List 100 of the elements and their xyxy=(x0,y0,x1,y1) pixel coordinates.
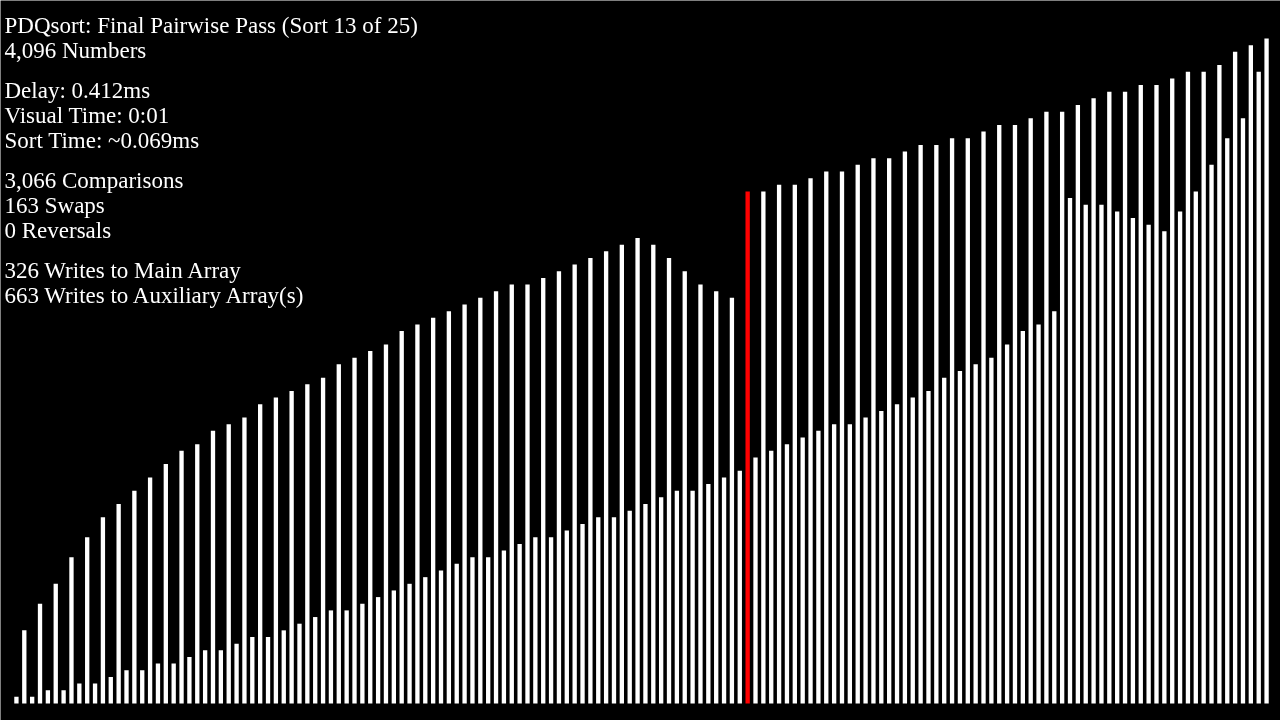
bar xyxy=(745,191,750,704)
bar xyxy=(1170,78,1175,704)
bar xyxy=(273,397,279,704)
bar xyxy=(831,424,837,704)
bar xyxy=(391,590,396,704)
bar xyxy=(1052,311,1057,704)
bar xyxy=(328,610,334,704)
bar xyxy=(556,271,562,704)
bar xyxy=(910,397,915,704)
annotation: Delay: 0.412ms xyxy=(4,77,151,103)
bar xyxy=(423,577,428,704)
bar xyxy=(116,504,121,704)
bar xyxy=(816,430,821,704)
bar xyxy=(981,131,986,704)
bar xyxy=(541,277,546,704)
bar xyxy=(1044,111,1049,704)
bar xyxy=(949,138,955,704)
bar xyxy=(533,537,538,704)
bar xyxy=(61,690,66,704)
bar xyxy=(313,617,318,704)
bar xyxy=(698,284,703,704)
bar xyxy=(486,557,491,704)
bar xyxy=(643,504,648,704)
bar xyxy=(250,637,255,704)
bar xyxy=(596,517,601,704)
bar xyxy=(430,317,436,704)
bar xyxy=(753,457,758,704)
bar xyxy=(1099,204,1104,704)
bar xyxy=(942,377,947,704)
bar xyxy=(140,670,145,704)
bar xyxy=(1036,324,1041,704)
bar xyxy=(14,696,19,704)
bar xyxy=(1209,164,1214,704)
bar xyxy=(1130,218,1136,704)
bar xyxy=(289,390,294,704)
bar xyxy=(305,384,310,704)
bar xyxy=(45,690,51,704)
bar xyxy=(1091,98,1096,704)
bar xyxy=(501,550,507,704)
bar xyxy=(1162,231,1167,704)
annotation: Sort Time: ~0.069ms xyxy=(4,127,200,153)
bar xyxy=(729,297,735,704)
bar xyxy=(879,410,884,704)
bar xyxy=(1240,118,1246,704)
bar xyxy=(336,364,341,704)
bar xyxy=(517,543,522,704)
bar xyxy=(1115,211,1120,704)
bar xyxy=(894,404,900,704)
bar xyxy=(368,351,373,704)
bar xyxy=(210,430,216,704)
bar xyxy=(100,517,106,704)
bar xyxy=(525,284,530,704)
bar xyxy=(454,563,459,704)
bar xyxy=(29,696,35,704)
bar xyxy=(383,344,389,704)
bar xyxy=(784,444,790,704)
bar xyxy=(415,324,420,704)
bar xyxy=(863,417,868,704)
annotation: Visual Time: 0:01 xyxy=(4,102,170,128)
bar xyxy=(85,537,90,704)
bar xyxy=(478,297,483,704)
bar xyxy=(674,490,680,704)
bar xyxy=(1075,105,1081,704)
bar xyxy=(847,424,853,704)
bar xyxy=(1146,224,1151,704)
bar xyxy=(627,510,632,704)
bar xyxy=(1248,45,1254,704)
bar xyxy=(1004,344,1010,704)
bar xyxy=(737,470,742,704)
bar xyxy=(258,404,263,704)
bar xyxy=(438,570,444,704)
bar xyxy=(619,244,625,704)
bar xyxy=(902,151,908,704)
bar xyxy=(1012,124,1018,704)
bar xyxy=(163,464,168,704)
bar xyxy=(352,357,357,704)
bar xyxy=(1177,211,1183,704)
bar xyxy=(1201,71,1206,704)
bar xyxy=(651,244,656,704)
bar xyxy=(1067,198,1073,704)
bar xyxy=(588,257,593,704)
bar xyxy=(548,537,554,704)
bar xyxy=(360,603,365,704)
bar xyxy=(22,630,27,704)
bar xyxy=(1185,71,1191,704)
bar xyxy=(37,603,43,704)
bar xyxy=(690,490,695,704)
annotation: 0 Reversals xyxy=(4,217,112,243)
bar xyxy=(462,304,467,704)
bar xyxy=(399,331,404,704)
bar xyxy=(375,597,381,704)
bar xyxy=(965,138,970,704)
bar xyxy=(800,437,805,704)
bar xyxy=(926,390,931,704)
bar xyxy=(226,424,231,704)
annotation: 163 Swaps xyxy=(4,192,105,218)
annotation: 663 Writes to Auxiliary Array(s) xyxy=(4,282,304,308)
bar xyxy=(1264,38,1269,704)
bar xyxy=(580,523,585,704)
bar xyxy=(446,311,452,704)
